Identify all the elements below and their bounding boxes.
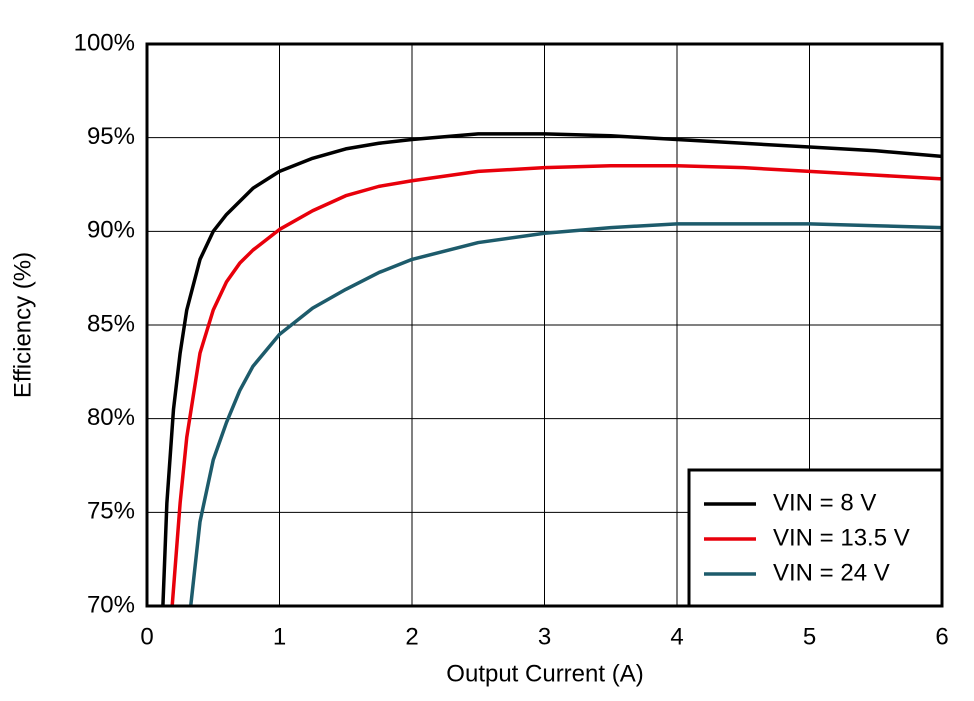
x-tick-label: 2 bbox=[405, 623, 418, 650]
x-tick-label: 4 bbox=[670, 623, 683, 650]
legend-label: VIN = 13.5 V bbox=[773, 524, 910, 551]
y-tick-label: 85% bbox=[87, 310, 135, 337]
x-tick-label: 5 bbox=[803, 623, 816, 650]
line-series bbox=[161, 132, 942, 606]
x-tick-label: 1 bbox=[273, 623, 286, 650]
y-axis-label: Efficiency (%) bbox=[9, 252, 36, 398]
line-series bbox=[170, 164, 942, 606]
y-tick-label: 90% bbox=[87, 217, 135, 244]
x-tick-label: 6 bbox=[935, 623, 948, 650]
x-axis-label: Output Current (A) bbox=[446, 660, 643, 687]
y-tick-label: 95% bbox=[87, 123, 135, 150]
plot-lines bbox=[161, 132, 942, 606]
line-series bbox=[188, 222, 942, 606]
plot-border bbox=[145, 42, 944, 608]
x-tick-label: 0 bbox=[140, 623, 153, 650]
x-tick-label: 3 bbox=[538, 623, 551, 650]
y-tick-label: 80% bbox=[87, 404, 135, 431]
y-tick-label: 70% bbox=[87, 591, 135, 618]
y-tick-label: 75% bbox=[87, 498, 135, 525]
legend-label: VIN = 8 V bbox=[773, 489, 876, 516]
legend-label: VIN = 24 V bbox=[773, 559, 890, 586]
y-tick-label: 100% bbox=[74, 29, 135, 56]
